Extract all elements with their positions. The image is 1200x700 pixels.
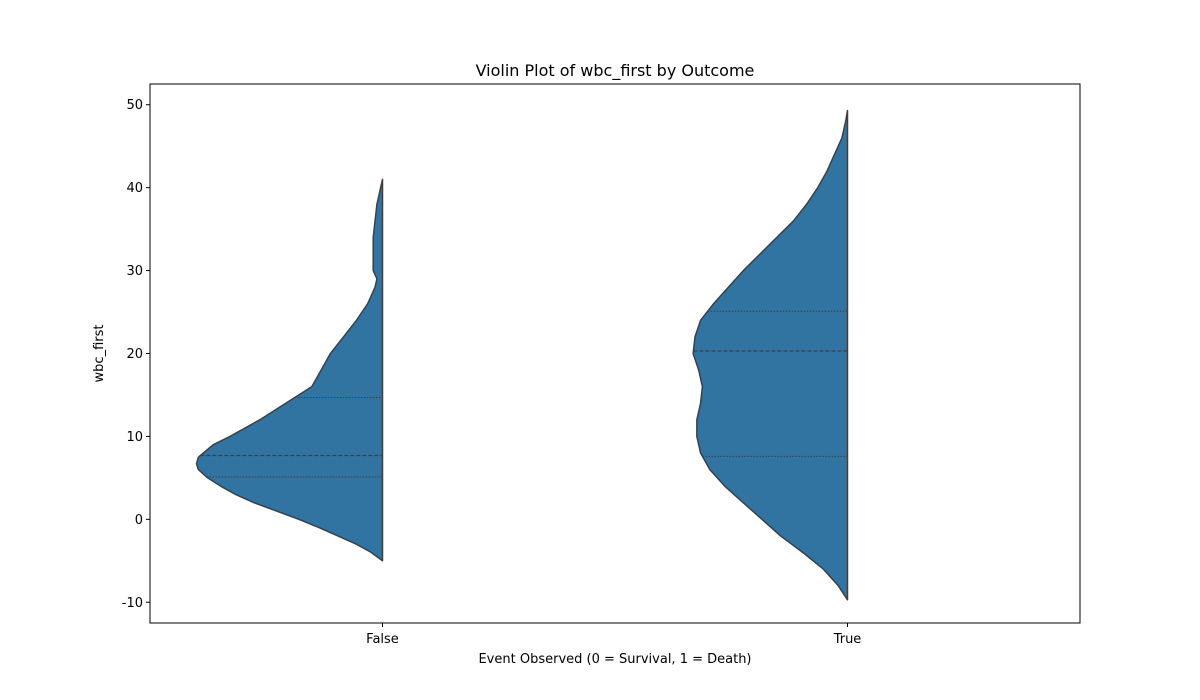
x-tick-label-true: True bbox=[833, 632, 862, 647]
y-tick-label: 50 bbox=[126, 98, 143, 113]
y-tick-label: 20 bbox=[126, 347, 143, 362]
chart-title: Violin Plot of wbc_first by Outcome bbox=[476, 61, 755, 81]
y-tick-label: 40 bbox=[126, 181, 143, 196]
violin-false bbox=[195, 178, 384, 562]
x-axis: False True bbox=[366, 623, 861, 647]
y-tick-label: 30 bbox=[126, 264, 143, 279]
y-tick-label: 0 bbox=[135, 513, 143, 528]
y-axis: -10 0 10 20 30 40 50 bbox=[122, 98, 150, 611]
y-tick-label: -10 bbox=[122, 596, 143, 611]
violin-true bbox=[692, 109, 849, 601]
quartile-lines-layer bbox=[200, 310, 848, 478]
violins-layer bbox=[195, 109, 849, 601]
y-tick-label: 10 bbox=[126, 430, 143, 445]
x-tick-label-false: False bbox=[366, 632, 399, 647]
x-axis-label: Event Observed (0 = Survival, 1 = Death) bbox=[478, 652, 751, 667]
y-axis-label: wbc_first bbox=[92, 325, 107, 383]
